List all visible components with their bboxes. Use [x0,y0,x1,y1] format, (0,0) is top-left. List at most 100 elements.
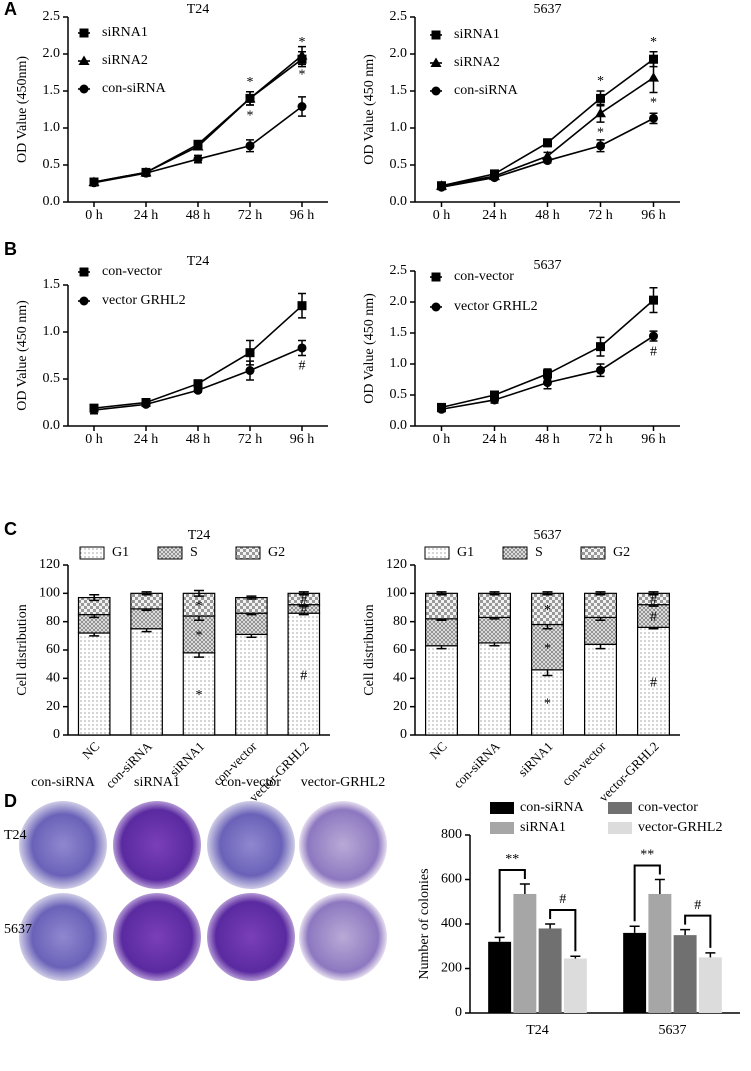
y-tick-label: 0.0 [43,194,61,209]
legend-marker [79,84,89,94]
y-tick-label: 1.0 [390,120,408,135]
marker [490,395,499,405]
marker [596,93,605,103]
marker [596,365,605,375]
chart-title: T24 [187,2,210,17]
x-tick-label: 24 h [482,208,507,223]
row-label: 5637 [4,922,32,937]
bar-segment [182,615,216,654]
significance-bracket [633,864,661,922]
x-tick-label: 48 h [535,432,560,447]
annotation: # [694,898,701,913]
panel-label: A [4,0,17,19]
y-tick-label: 0.0 [43,418,61,433]
legend-label: con-siRNA [102,81,167,96]
legend-label: G1 [457,545,474,560]
marker [244,92,256,103]
column-label: con-vector [221,775,281,790]
legend-swatch [157,546,183,560]
legend-marker [79,28,89,38]
colony-image [207,801,295,889]
colony-image [299,801,387,889]
x-tick-label: 96 h [641,208,666,223]
legend-label: vector-GRHL2 [638,820,722,835]
y-axis-label: OD Value (450 nm) [362,54,377,165]
marker [543,138,552,148]
bar-segment [235,633,268,736]
bar-segment [235,612,268,636]
annotation: * [650,35,657,50]
series-line [441,58,654,187]
y-tick-label: 0.5 [43,371,61,386]
marker [649,331,658,341]
y-tick-label: 80 [393,614,407,629]
legend-marker [431,302,441,312]
significance-bracket [498,868,526,933]
bar [513,893,537,1013]
x-tick-label: 0 h [85,432,103,447]
error-bar [494,936,505,942]
colony-image [207,893,295,981]
marker [543,369,552,379]
y-axis-label: OD Value (450nm) [15,56,30,163]
y-tick-label: 2.5 [390,9,408,24]
legend-label: con-siRNA [520,800,585,815]
marker [297,102,307,112]
annotation: # [559,892,566,907]
y-tick-label: 60 [393,642,407,657]
colony-images: con-siRNA siRNA1 con-vector vector-GRHL2… [4,775,387,981]
legend-label: G1 [112,545,129,560]
annotation: # [299,359,306,374]
column-label: siRNA1 [134,775,180,790]
bar [698,957,722,1013]
y-axis-label: OD Value (450 nm) [362,293,377,404]
chart-title: 5637 [534,258,562,273]
y-tick-label: 40 [46,671,60,686]
error-bar [654,878,665,894]
marker [649,113,658,123]
legend-label: G2 [268,545,285,560]
y-tick-label: 1.5 [390,325,408,340]
y-tick-label: 1.5 [390,83,408,98]
legend-label: con-vector [638,800,698,815]
y-tick-label: 0.0 [390,418,408,433]
annotation: * [196,688,203,703]
significance-bracket [684,914,712,948]
legend-label: S [190,545,198,560]
marker [595,107,606,118]
bar-segment [478,616,512,644]
colony-image [113,893,201,981]
y-tick-label: 1.5 [43,83,61,98]
chart: 0.0 0.5 1.0 1.5 T24 OD Value (450 nm) 0 h 24 h 4… [15,254,328,447]
y-tick-label: 0.0 [390,194,408,209]
bar [673,935,697,1013]
x-tick-label: 96 h [290,208,315,223]
bar [648,893,672,1013]
annotation: # [300,668,307,683]
error-bar [194,589,204,597]
legend-label: S [535,545,543,560]
bar-segment [130,592,163,610]
bar [488,941,512,1013]
legend-marker [431,86,441,96]
x-tick-label: 24 h [134,208,159,223]
x-tick-label: 24 h [482,432,507,447]
error-bar [629,925,640,933]
y-tick-label: 120 [386,557,407,572]
bar-segment [130,608,163,630]
x-tick-label: con-vector [559,738,609,788]
error-bar [489,591,500,596]
y-axis-label: Cell distribution [15,604,30,695]
chart-title: 5637 [534,2,562,17]
marker [245,366,255,376]
legend-swatch [490,802,514,814]
bar-segment [77,632,111,736]
bar [563,958,587,1013]
bar-segment [287,612,321,736]
bar-segment [235,596,268,614]
annotation: * [299,68,306,83]
colony-image [113,801,201,889]
y-tick-label: 400 [441,916,462,931]
bar-segment [478,642,512,736]
